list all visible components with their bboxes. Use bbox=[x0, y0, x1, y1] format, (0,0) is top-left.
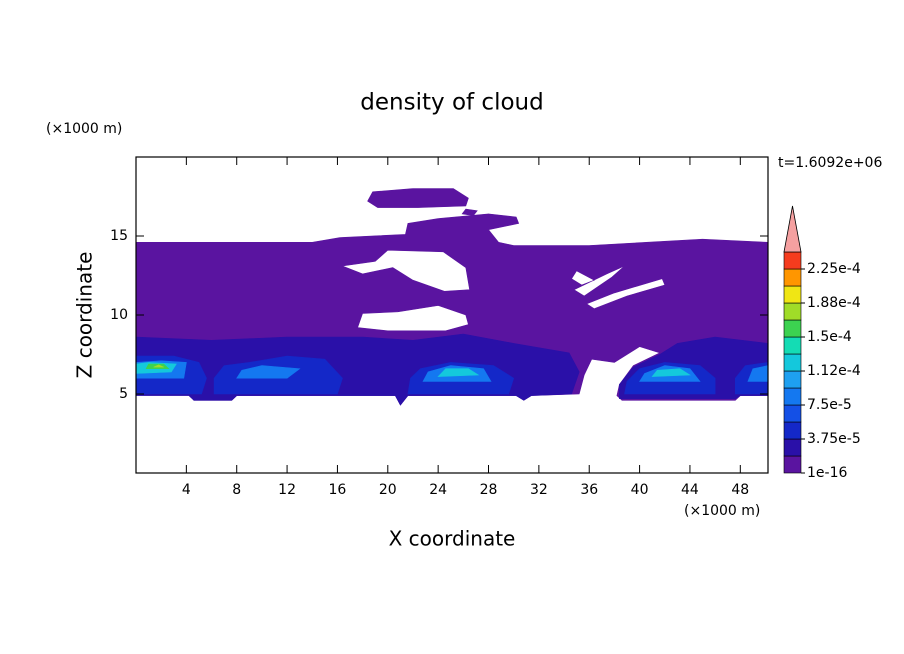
x-tick-label: 40 bbox=[631, 482, 649, 498]
x-tick-label: 44 bbox=[681, 482, 699, 498]
x-tick-label: 32 bbox=[530, 482, 548, 498]
contour-region bbox=[437, 368, 480, 377]
x-tick-label: 20 bbox=[379, 482, 397, 498]
colorbar-tick-label: 1e-16 bbox=[807, 465, 847, 481]
x-tick-label: 48 bbox=[731, 482, 749, 498]
x-axis-label: X coordinate bbox=[389, 527, 516, 551]
colorbar-tick-label: 2.25e-4 bbox=[807, 261, 861, 277]
y-axis-label: Z coordinate bbox=[73, 252, 97, 379]
y-tick-label: 15 bbox=[110, 228, 128, 244]
colorbar-box bbox=[783, 336, 802, 355]
contour-region bbox=[236, 365, 301, 379]
colorbar-box bbox=[783, 438, 802, 457]
axes: 4 8 12 16 20 24 28 32 36 40 44 48510151e-163.75e-57… bbox=[110, 156, 861, 498]
x-tick-label: 16 bbox=[329, 482, 347, 498]
x-tick-label: 36 bbox=[580, 482, 598, 498]
colorbar-box bbox=[783, 353, 802, 372]
contour-region bbox=[747, 365, 768, 382]
colorbar-box bbox=[783, 387, 802, 406]
colorbar-tick-label: 1.12e-4 bbox=[807, 363, 861, 379]
contour-region bbox=[461, 208, 478, 216]
x-unit: (×1000 m) bbox=[684, 503, 760, 519]
colorbar-extend bbox=[783, 205, 802, 253]
colorbar-box bbox=[783, 285, 802, 304]
colorbar-tick-label: 1.5e-4 bbox=[807, 329, 852, 345]
colorbar-tick-label: 3.75e-5 bbox=[807, 431, 861, 447]
colorbar-box bbox=[783, 455, 802, 474]
colorbar-box bbox=[783, 319, 802, 338]
x-tick-label: 28 bbox=[480, 482, 498, 498]
colorbar-tick-label: 7.5e-5 bbox=[807, 397, 852, 413]
colorbar-box bbox=[783, 404, 802, 423]
x-tick-label: 12 bbox=[278, 482, 296, 498]
contour-region bbox=[651, 368, 691, 377]
annotation: t=1.6092e+06 bbox=[778, 155, 882, 171]
colorbar-box bbox=[783, 370, 802, 389]
contour-region bbox=[367, 188, 469, 208]
x-tick-label: 8 bbox=[232, 482, 241, 498]
colorbar-box bbox=[783, 268, 802, 287]
colorbar-box bbox=[783, 251, 802, 270]
contour-fill bbox=[136, 188, 768, 406]
y-unit: (×1000 m) bbox=[46, 121, 122, 137]
x-tick-label: 24 bbox=[429, 482, 447, 498]
x-tick-label: 4 bbox=[182, 482, 191, 498]
contour-region bbox=[153, 364, 164, 368]
y-tick-label: 5 bbox=[119, 386, 128, 402]
y-tick-label: 10 bbox=[110, 307, 128, 323]
colorbar-box bbox=[783, 421, 802, 440]
colorbar-box bbox=[783, 302, 802, 321]
colorbar-tick-label: 1.88e-4 bbox=[807, 295, 861, 311]
chart-title: density of cloud bbox=[360, 90, 543, 116]
